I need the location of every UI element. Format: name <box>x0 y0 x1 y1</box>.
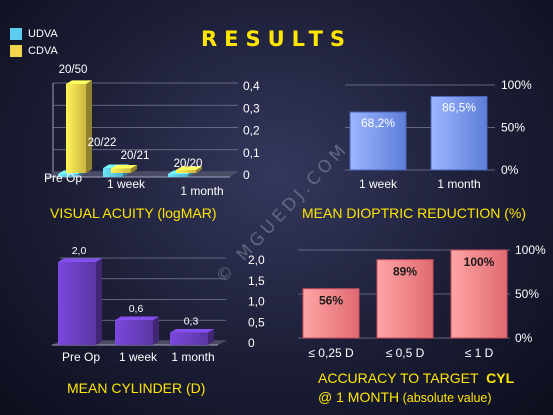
bar-cylinder-1 <box>115 320 153 345</box>
category-label: ≤ 0,25 D <box>308 346 354 360</box>
data-label: 86,5% <box>442 100 476 114</box>
bar-va-cdva-0-top <box>66 80 92 84</box>
legend-label-cdva: CDVA <box>28 44 58 57</box>
legend-item-cdva: CDVA <box>10 43 58 58</box>
category-label: ≤ 1 D <box>465 346 494 360</box>
bar-accuracy-1 <box>376 259 434 339</box>
data-label: 20/22 <box>88 137 117 149</box>
y-tick-label: 2,0 <box>248 253 265 267</box>
legend: UDVA CDVA <box>10 26 58 60</box>
legend-item-udva: UDVA <box>10 26 58 41</box>
bar-dioptric-0 <box>349 111 407 171</box>
category-label: 1 month <box>180 184 223 198</box>
bar-va-cdva-2-top <box>176 166 202 170</box>
legend-label-udva: UDVA <box>28 27 58 40</box>
y-tick-label: 0,2 <box>243 124 260 138</box>
bar-va-cdva-1-top <box>111 164 137 169</box>
category-label: Pre Op <box>44 171 82 185</box>
category-label: 1 week <box>107 177 146 191</box>
y-tick-label: 0 <box>243 168 250 182</box>
bar-va-udva-0 <box>58 174 78 177</box>
legend-swatch-cdva <box>10 44 22 57</box>
bar-cylinder-1-top <box>115 316 159 321</box>
data-label: 68,2% <box>361 116 395 130</box>
data-label: 100% <box>464 255 495 269</box>
category-label: 1 week <box>359 177 398 191</box>
y-tick-label: 0,1 <box>243 146 260 160</box>
y-tick-label: 100% <box>501 78 532 92</box>
bar-cylinder-0-side <box>96 258 102 345</box>
bar-cylinder-2 <box>170 332 208 345</box>
bar-cylinder-0-top <box>58 258 102 262</box>
data-label: 0,3 <box>184 316 199 328</box>
data-label: 2,0 <box>72 245 87 257</box>
category-label: 1 month <box>437 177 480 191</box>
chart-title-accuracy: ACCURACY TO TARGET CYL <box>318 370 514 386</box>
slide-title: RESULTS <box>200 27 353 51</box>
y-tick-label: 0,5 <box>248 315 265 329</box>
data-label: 0,6 <box>129 303 144 315</box>
category-label: 1 month <box>171 350 214 364</box>
y-tick-label: 1,0 <box>248 295 265 309</box>
category-label: ≤ 0,5 D <box>386 346 425 360</box>
y-tick-label: 50% <box>501 121 525 135</box>
bar-va-cdva-0 <box>66 84 86 173</box>
accuracy-caption: @ 1 MONTH (absolute value) <box>318 389 492 405</box>
bar-va-cdva-2-side <box>196 166 202 173</box>
y-tick-label: 50% <box>515 287 539 301</box>
category-label: Pre Op <box>62 350 100 364</box>
data-label: 20/21 <box>121 150 150 162</box>
bar-cylinder-1-side <box>153 316 159 345</box>
bar-va-udva-2 <box>168 174 188 177</box>
bar-va-cdva-1-side <box>131 164 137 173</box>
data-label: 20/50 <box>59 64 88 76</box>
chart-title-accuracy-emphasis: CYL <box>486 370 515 386</box>
chart-title-visual-acuity: VISUAL ACUITY (logMAR) <box>50 205 217 221</box>
bar-va-cdva-1 <box>111 168 131 173</box>
chart-title-dioptric-reduction: MEAN DIOPTRIC REDUCTION (%) <box>302 205 526 221</box>
bar-accuracy-2 <box>450 249 508 339</box>
bar-va-cdva-2 <box>176 170 196 173</box>
y-tick-label: 100% <box>515 243 546 257</box>
category-label: 1 week <box>119 350 158 364</box>
bar-cylinder-2-side <box>208 328 214 345</box>
accuracy-caption-sub: (absolute value) <box>402 391 492 405</box>
data-label: 89% <box>393 265 417 279</box>
bar-accuracy-0 <box>302 288 360 339</box>
bar-va-cdva-0-side <box>86 80 92 173</box>
chart-title-accuracy-text: ACCURACY TO TARGET <box>318 370 479 386</box>
accuracy-caption-main: @ 1 MONTH <box>318 389 400 405</box>
data-label: 56% <box>319 294 343 308</box>
y-tick-label: 0% <box>515 331 533 345</box>
bar-cylinder-0 <box>58 262 96 345</box>
bar-cylinder-2-top <box>170 328 214 333</box>
y-tick-label: 0,4 <box>243 79 260 93</box>
legend-swatch-udva <box>10 27 22 40</box>
y-tick-label: 0% <box>501 163 519 177</box>
chart-title-mean-cylinder: MEAN CYLINDER (D) <box>67 380 206 396</box>
y-tick-label: 0 <box>248 336 255 350</box>
bar-dioptric-1 <box>430 95 488 171</box>
y-tick-label: 1,5 <box>248 274 265 288</box>
y-tick-label: 0,3 <box>243 101 260 115</box>
data-label: 20/20 <box>174 158 203 170</box>
